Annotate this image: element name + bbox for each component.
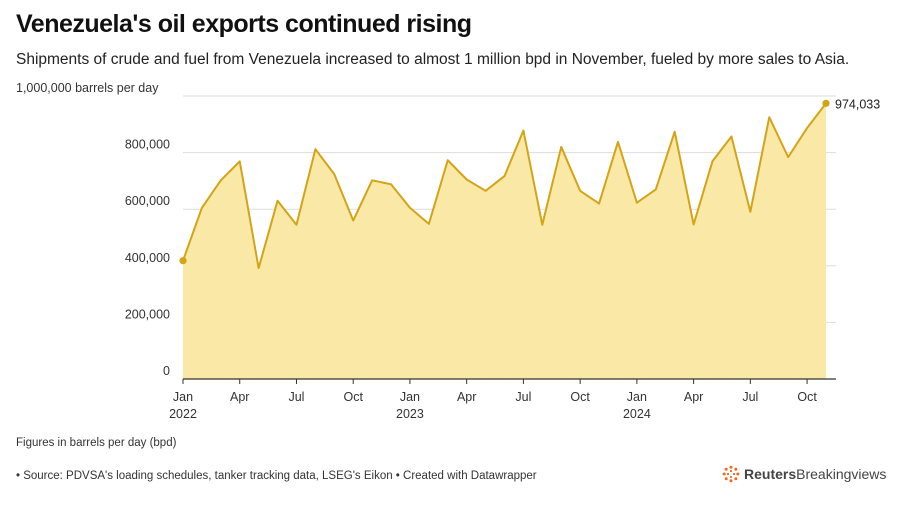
x-tick-year: 2022 [169, 407, 197, 421]
area-fill [183, 103, 826, 379]
axis-layer [182, 378, 836, 384]
x-tick-label: Jul [515, 390, 531, 404]
x-tick-label: Apr [457, 390, 476, 404]
chart-title: Venezuela's oil exports continued rising [16, 10, 472, 38]
x-tick-label: Jul [288, 390, 304, 404]
x-tick-label: Oct [570, 390, 590, 404]
x-tick-label: Apr [230, 390, 249, 404]
x-tick-label: Jul [742, 390, 758, 404]
footnote: Figures in barrels per day (bpd) [16, 437, 177, 449]
x-tick-label: Oct [343, 390, 363, 404]
y-tick-label: 200,000 [125, 307, 170, 321]
y-tick-label: 0 [163, 364, 170, 378]
brand-suffix: Breakingviews [796, 466, 887, 482]
reuters-logo-icon [722, 465, 740, 483]
y-tick-label: 1,000,000 barrels per day [16, 81, 159, 95]
endpoint-marker [822, 99, 830, 107]
x-tick-label: Apr [684, 390, 703, 404]
label-layer: 0 200,000 400,000 600,000 800,000 1,000,000 b… [16, 81, 880, 421]
y-tick-label: 600,000 [125, 194, 170, 208]
series-line [182, 102, 827, 270]
x-tick-year: 2024 [623, 407, 651, 421]
chart-svg: 0 200,000 400,000 600,000 800,000 1,000,000 b… [16, 81, 880, 421]
brand-logo: Reuters Breakingviews [722, 465, 886, 483]
x-tick-label: Jan [400, 390, 420, 404]
brand-name: Reuters [744, 466, 797, 482]
end-value-label: 974,033 [835, 97, 880, 111]
endpoint-marker [179, 257, 187, 265]
chart-subtitle: Shipments of crude and fuel from Venezue… [16, 51, 850, 68]
area-layer [179, 99, 830, 379]
x-tick-label: Oct [797, 390, 817, 404]
x-tick-label: Jan [173, 390, 193, 404]
y-tick-label: 400,000 [125, 251, 170, 265]
x-tick-label: Jan [627, 390, 647, 404]
y-tick-label: 800,000 [125, 138, 170, 152]
source-line: • Source: PDVSA's loading schedules, tan… [16, 470, 537, 482]
x-tick-year: 2023 [396, 407, 424, 421]
